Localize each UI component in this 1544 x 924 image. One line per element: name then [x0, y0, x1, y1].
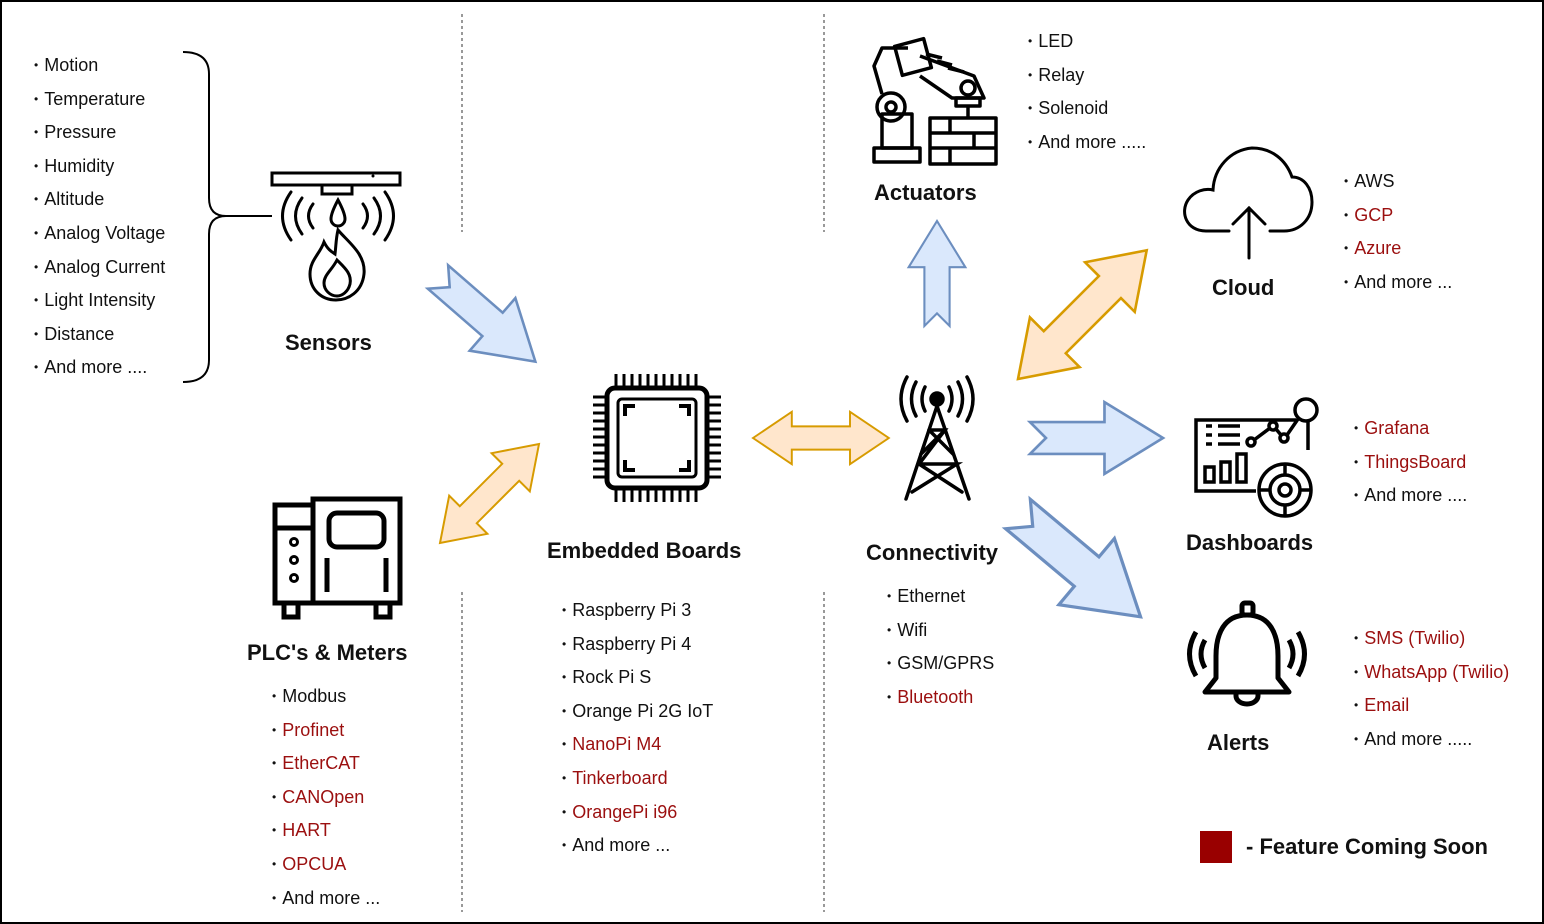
arrow-plc-boards — [419, 423, 560, 564]
dashboards-list-item: And more .... — [1354, 484, 1467, 518]
connectivity-list-item: Wifi — [887, 619, 994, 653]
boards-list-item: Raspberry Pi 4 — [562, 633, 713, 667]
legend-label: - Feature Coming Soon — [1246, 834, 1488, 859]
boards-list-item: Tinkerboard — [562, 767, 713, 801]
arrow-connectivity-to-dashboards — [1028, 400, 1165, 476]
sensors-list-item: Distance — [34, 323, 165, 357]
arrow-connectivity-to-alerts — [988, 479, 1170, 652]
sensors-list-item: And more .... — [34, 356, 165, 390]
cloud-upload-icon — [1183, 146, 1314, 260]
alerts-list-item: WhatsApp (Twilio) — [1354, 661, 1509, 695]
plc-list-item: HART — [272, 819, 380, 853]
alerts-title: Alerts — [1207, 730, 1270, 755]
plc-list-item: CANOpen — [272, 786, 380, 820]
cloud-list: AWSGCPAzureAnd more ... — [1344, 170, 1452, 304]
actuators-list: LEDRelaySolenoidAnd more ..... — [1028, 30, 1146, 164]
plc-list-item: OPCUA — [272, 853, 380, 887]
sensors-list-item: Light Intensity — [34, 289, 165, 323]
connectivity-title: Connectivity — [866, 540, 999, 565]
boards-list-item: Raspberry Pi 3 — [562, 599, 713, 633]
legend: - Feature Coming Soon — [1200, 831, 1488, 863]
sensor-icon — [270, 171, 402, 302]
alerts-list: SMS (Twilio)WhatsApp (Twilio)EmailAnd mo… — [1354, 627, 1509, 761]
actuators-list-item: And more ..... — [1028, 131, 1146, 165]
dashboards-title: Dashboards — [1186, 530, 1314, 555]
actuators-list-item: LED — [1028, 30, 1146, 64]
connectivity-list-item: Ethernet — [887, 585, 994, 619]
boards-list-item: OrangePi i96 — [562, 801, 713, 835]
plc-list-item: Modbus — [272, 685, 380, 719]
connectivity-list-item: Bluetooth — [887, 686, 994, 720]
boards-list-item: Rock Pi S — [562, 666, 713, 700]
dashed-separators — [461, 14, 825, 912]
alerts-list-item: And more ..... — [1354, 728, 1509, 762]
sensors-list-item: Altitude — [34, 188, 165, 222]
sensors-list-item: Pressure — [34, 121, 165, 155]
sensors-title: Sensors — [285, 330, 372, 355]
sensors-list-item: Analog Current — [34, 256, 165, 290]
actuators-list-item: Solenoid — [1028, 97, 1146, 131]
arrow-boards-connectivity — [752, 410, 890, 466]
connectivity-list-item: GSM/GPRS — [887, 652, 994, 686]
sensors-list-item: Motion — [34, 54, 165, 88]
chip-icon — [593, 374, 721, 502]
cloud-list-item: AWS — [1344, 170, 1452, 204]
plc-list-item: And more ... — [272, 887, 380, 921]
sensors-list-item: Analog Voltage — [34, 222, 165, 256]
tower-icon — [899, 375, 975, 501]
sensors-list: MotionTemperaturePressureHumidityAltitud… — [34, 54, 165, 390]
plc-list-item: EtherCAT — [272, 752, 380, 786]
dashboards-list-item: Grafana — [1354, 417, 1467, 451]
plc-title: PLC's & Meters — [247, 640, 408, 665]
cloud-list-item: Azure — [1344, 237, 1452, 271]
plc-meter-icon — [272, 496, 403, 620]
bell-icon — [1187, 600, 1307, 707]
sensor-list-brace — [182, 51, 272, 383]
connectivity-list: EthernetWifiGSM/GPRSBluetooth — [887, 585, 994, 719]
boards-list-item: NanoPi M4 — [562, 733, 713, 767]
boards-title: Embedded Boards — [547, 538, 742, 563]
arrow-connectivity-cloud — [991, 224, 1173, 406]
boards-list-item: And more ... — [562, 834, 713, 868]
arrow-sensors-to-boards — [413, 249, 560, 390]
alerts-list-item: Email — [1354, 694, 1509, 728]
robot-arm-icon — [872, 36, 998, 166]
sensors-list-item: Temperature — [34, 88, 165, 122]
sensors-list-item: Humidity — [34, 155, 165, 189]
legend-swatch — [1200, 831, 1232, 863]
cloud-list-item: GCP — [1344, 204, 1452, 238]
boards-list-item: Orange Pi 2G IoT — [562, 700, 713, 734]
arrow-connectivity-to-actuators — [907, 219, 967, 328]
dashboards-list: GrafanaThingsBoardAnd more .... — [1354, 417, 1467, 518]
dashboard-icon — [1194, 397, 1319, 518]
alerts-list-item: SMS (Twilio) — [1354, 627, 1509, 661]
cloud-list-item: And more ... — [1344, 271, 1452, 305]
cloud-title: Cloud — [1212, 275, 1275, 300]
plc-list: ModbusProfinetEtherCATCANOpenHARTOPCUAAn… — [272, 685, 380, 920]
plc-list-item: Profinet — [272, 719, 380, 753]
actuators-title: Actuators — [874, 180, 977, 205]
actuators-list-item: Relay — [1028, 64, 1146, 98]
boards-list: Raspberry Pi 3Raspberry Pi 4Rock Pi SOra… — [562, 599, 713, 868]
dashboards-list-item: ThingsBoard — [1354, 451, 1467, 485]
